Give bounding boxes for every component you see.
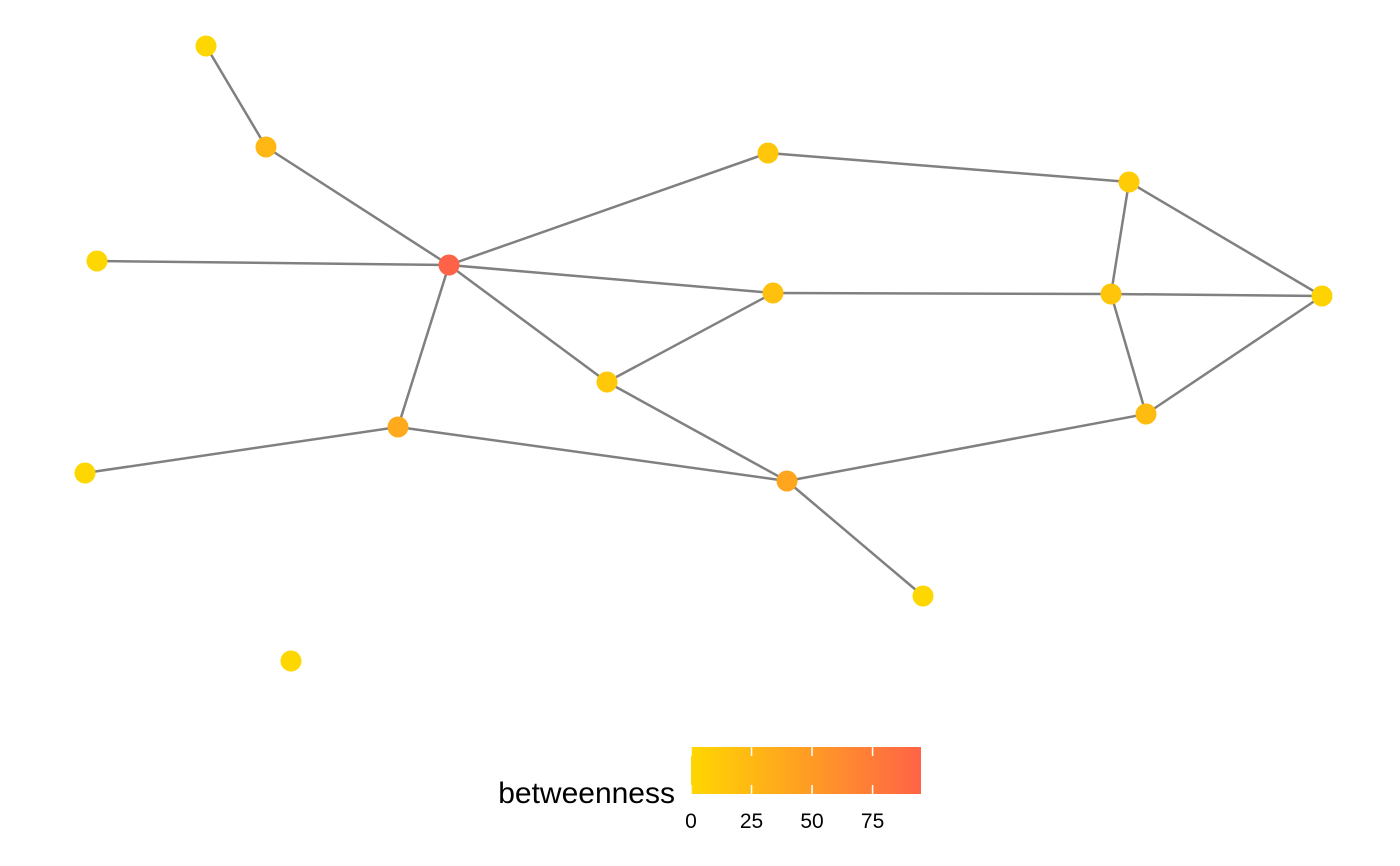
- graph-node: [1118, 171, 1140, 193]
- color-legend: betweenness 0 25 50 75: [498, 747, 921, 833]
- graph-node: [776, 470, 798, 492]
- legend-ticks: 0 25 50 75: [685, 747, 884, 833]
- graph-node: [1311, 285, 1333, 307]
- graph-node: [1135, 403, 1157, 425]
- graph-edge: [397, 425, 788, 483]
- legend-tick-label: 75: [861, 810, 884, 833]
- graph-edge: [772, 291, 1112, 296]
- graph-edge: [204, 45, 268, 148]
- legend-tick-label: 0: [685, 810, 697, 833]
- graph-edge: [767, 151, 1130, 184]
- graph-node: [912, 585, 934, 607]
- graph-edge: [448, 151, 769, 267]
- graph-edge: [786, 480, 924, 597]
- graph-edge: [1109, 293, 1148, 415]
- graph-node: [387, 416, 409, 438]
- graph-edge: [84, 425, 399, 475]
- graph-node: [596, 371, 618, 393]
- graph-edge: [396, 264, 451, 428]
- nodes-layer: [74, 35, 1333, 672]
- legend-colorbar: [691, 747, 921, 794]
- legend-title: betweenness: [498, 777, 675, 810]
- graph-node: [86, 250, 108, 272]
- graph-node: [762, 282, 784, 304]
- edges-layer: [84, 45, 1323, 597]
- graph-node: [280, 650, 302, 672]
- graph-edge: [96, 259, 450, 267]
- graph-edge: [1110, 292, 1323, 298]
- graph-node: [255, 136, 277, 158]
- graph-edge: [448, 263, 774, 295]
- graph-edge: [1128, 180, 1323, 298]
- graph-node: [438, 254, 460, 276]
- graph-edge: [265, 145, 450, 267]
- graph-edge: [1145, 294, 1323, 416]
- legend-tick-label: 50: [800, 810, 823, 833]
- graph-edge: [606, 380, 788, 483]
- graph-edge: [606, 291, 774, 384]
- graph-node: [195, 35, 217, 57]
- graph-node: [1100, 283, 1122, 305]
- graph-edge: [1109, 181, 1131, 295]
- graph-edge: [786, 412, 1147, 483]
- graph-node: [757, 142, 779, 164]
- graph-edge: [448, 263, 608, 384]
- legend-tick-label: 25: [740, 810, 763, 833]
- graph-node: [74, 462, 96, 484]
